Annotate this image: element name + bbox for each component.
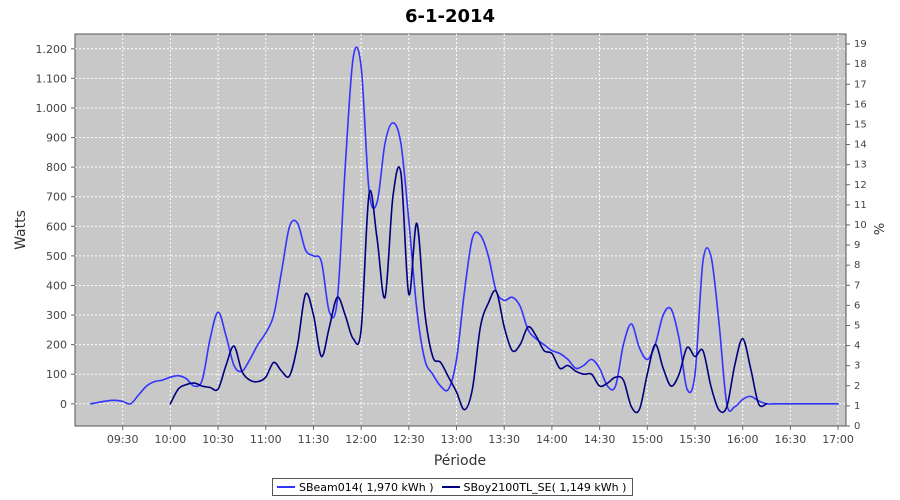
y-tick-label: 1.100 (36, 72, 68, 85)
legend: SBeam014( 1,970 kWh ) SBoy2100TL_SE( 1,1… (272, 478, 634, 496)
y2-tick-label: 19 (854, 39, 867, 50)
y2-axis-label: % (873, 223, 888, 235)
axis-layer: 09:30 10:00 10:30 11:00 11:30 12:00 12:30 13:00… (36, 39, 867, 446)
legend-swatch-sboy (441, 486, 460, 488)
y-axis-label: Watts (13, 210, 29, 250)
x-tick-label: 14:30 (584, 433, 616, 446)
x-tick-label: 12:30 (393, 433, 425, 446)
y2-tick-label: 0 (854, 421, 860, 432)
series-layer (90, 46, 839, 414)
y-tick-label: 700 (46, 191, 67, 204)
y2-tick-label: 14 (854, 140, 867, 151)
y-tick-label: 0 (60, 398, 67, 411)
y2-tick-label: 7 (854, 280, 860, 291)
x-tick-label: 10:30 (202, 433, 234, 446)
y-tick-label: 1.200 (36, 43, 68, 56)
x-tick-label: 17:00 (822, 433, 854, 446)
x-tick-label: 11:00 (250, 433, 282, 446)
x-tick-label: 15:00 (631, 433, 663, 446)
x-tick-label: 15:30 (679, 433, 711, 446)
y2-tick-label: 13 (854, 160, 867, 171)
y-tick-label: 500 (46, 250, 67, 263)
chart-svg: 6-1-2014 09:30 10:00 10:30 11:00 11:30 12:00 1… (13, 6, 888, 469)
y2-tick-label: 1 (854, 401, 860, 412)
legend-item-sboy: SBoy2100TL_SE( 1,149 kWh ) (441, 480, 627, 494)
y-tick-label: 200 (46, 339, 67, 352)
y2-tick-label: 17 (854, 79, 867, 90)
y2-tick-label: 6 (854, 300, 860, 311)
y2-tick-label: 12 (854, 180, 867, 191)
x-axis-label: Période (434, 453, 486, 469)
y2-tick-label: 18 (854, 59, 867, 70)
y2-tick-label: 16 (854, 99, 867, 110)
y-tick-label: 400 (46, 279, 67, 292)
x-tick-label: 10:00 (155, 433, 187, 446)
x-tick-label: 11:30 (298, 433, 330, 446)
x-tick-label: 16:30 (775, 433, 807, 446)
y-tick-label: 100 (46, 368, 67, 381)
x-tick-label: 14:00 (536, 433, 568, 446)
legend-swatch-sbeam (277, 486, 295, 488)
y-tick-label: 600 (46, 220, 67, 233)
y2-tick-label: 11 (854, 200, 867, 211)
plot-area (74, 33, 847, 427)
series-line-sboy (169, 166, 768, 414)
y2-tick-label: 10 (854, 220, 867, 231)
y-tick-label: 800 (46, 161, 67, 174)
legend-label-sboy: SBoy2100TL_SE( 1,149 kWh ) (463, 480, 627, 494)
y2-tick-label: 4 (854, 341, 860, 352)
chart-title: 6-1-2014 (405, 6, 495, 27)
x-tick-label: 13:30 (488, 433, 520, 446)
y2-tick-label: 8 (854, 260, 860, 271)
x-tick-label: 12:00 (345, 433, 377, 446)
legend-label-sbeam: SBeam014( 1,970 kWh ) (299, 480, 434, 494)
y2-tick-label: 5 (854, 320, 860, 331)
y2-tick-label: 2 (854, 381, 860, 392)
legend-item-sbeam: SBeam014( 1,970 kWh ) (277, 481, 434, 494)
x-tick-label: 13:00 (441, 433, 473, 446)
x-tick-label: 16:00 (727, 433, 759, 446)
y-tick-label: 1.000 (36, 102, 68, 115)
x-tick-label: 09:30 (107, 433, 139, 446)
y-tick-label: 900 (46, 132, 67, 145)
series-line-sbeam (90, 46, 839, 413)
y2-tick-label: 15 (854, 119, 867, 130)
y2-tick-label: 3 (854, 361, 860, 372)
y-tick-label: 300 (46, 309, 67, 322)
y2-tick-label: 9 (854, 240, 860, 251)
